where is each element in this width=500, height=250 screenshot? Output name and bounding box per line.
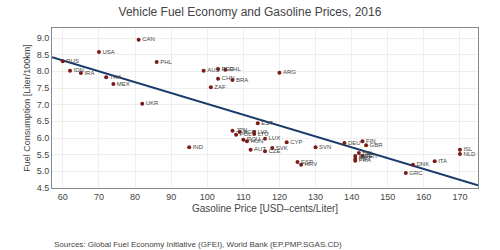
svg-text:POL: POL bbox=[240, 131, 253, 137]
svg-text:IDN: IDN bbox=[74, 67, 84, 73]
svg-text:ROU: ROU bbox=[247, 136, 260, 142]
svg-text:THA: THA bbox=[110, 74, 122, 80]
svg-text:Fuel Consumption [Liter/100km]: Fuel Consumption [Liter/100km] bbox=[22, 44, 32, 172]
svg-text:IRA: IRA bbox=[84, 70, 94, 76]
svg-text:160: 160 bbox=[416, 192, 431, 202]
svg-text:100: 100 bbox=[200, 192, 215, 202]
svg-text:CAN: CAN bbox=[142, 36, 155, 42]
svg-text:AUS: AUS bbox=[207, 67, 219, 73]
svg-text:ZAF: ZAF bbox=[214, 84, 226, 90]
svg-text:7.0: 7.0 bbox=[37, 100, 50, 110]
svg-text:4.5: 4.5 bbox=[37, 183, 50, 193]
svg-text:MEX: MEX bbox=[117, 81, 130, 87]
svg-text:JPN: JPN bbox=[236, 127, 247, 133]
svg-text:SVK: SVK bbox=[276, 145, 288, 151]
svg-text:LTU: LTU bbox=[258, 131, 269, 137]
svg-text:8.5: 8.5 bbox=[37, 50, 50, 60]
svg-text:60: 60 bbox=[58, 192, 68, 202]
svg-text:6.0: 6.0 bbox=[37, 133, 50, 143]
svg-text:7.5: 7.5 bbox=[37, 83, 50, 93]
svg-text:FIN: FIN bbox=[366, 138, 376, 144]
svg-text:IND: IND bbox=[193, 144, 204, 150]
svg-text:PER: PER bbox=[222, 66, 235, 72]
svg-text:UKR: UKR bbox=[146, 100, 159, 106]
svg-text:PHL: PHL bbox=[160, 59, 172, 65]
svg-text:SVN: SVN bbox=[319, 144, 331, 150]
svg-text:170: 170 bbox=[452, 192, 467, 202]
svg-text:6.5: 6.5 bbox=[37, 116, 50, 126]
svg-text:ARG: ARG bbox=[283, 69, 296, 75]
svg-text:8.0: 8.0 bbox=[37, 66, 50, 76]
svg-text:ISL: ISL bbox=[463, 146, 473, 152]
svg-text:120: 120 bbox=[272, 192, 287, 202]
svg-text:5.5: 5.5 bbox=[37, 150, 50, 160]
svg-text:BGR: BGR bbox=[243, 129, 257, 135]
svg-text:70: 70 bbox=[94, 192, 104, 202]
svg-text:RUS: RUS bbox=[66, 58, 79, 64]
svg-text:140: 140 bbox=[344, 192, 359, 202]
svg-text:USA: USA bbox=[102, 49, 114, 55]
svg-text:GBR: GBR bbox=[370, 142, 384, 148]
svg-text:LUX: LUX bbox=[269, 135, 281, 141]
svg-text:Vehicle Fuel Economy and Gasol: Vehicle Fuel Economy and Gasoline Prices… bbox=[119, 5, 382, 19]
svg-text:SWE: SWE bbox=[359, 153, 373, 159]
svg-text:NLD: NLD bbox=[463, 151, 476, 157]
svg-text:CYP: CYP bbox=[290, 139, 302, 145]
svg-text:150: 150 bbox=[380, 192, 395, 202]
svg-text:HUN: HUN bbox=[250, 138, 263, 144]
svg-text:BEL: BEL bbox=[362, 150, 374, 156]
svg-text:AUT: AUT bbox=[254, 146, 266, 152]
svg-text:ITA: ITA bbox=[438, 158, 447, 164]
svg-text:PRT: PRT bbox=[366, 153, 378, 159]
svg-text:BRA: BRA bbox=[236, 77, 248, 83]
svg-text:DEU: DEU bbox=[348, 140, 361, 146]
svg-text:CHN: CHN bbox=[222, 75, 235, 81]
svg-text:DNK: DNK bbox=[417, 161, 430, 167]
svg-text:LVA: LVA bbox=[258, 129, 268, 135]
svg-text:CHL: CHL bbox=[229, 66, 242, 72]
svg-text:130: 130 bbox=[308, 192, 323, 202]
svg-text:Gasoline Price [USD–cents/Lite: Gasoline Price [USD–cents/Liter] bbox=[192, 203, 338, 214]
svg-text:HRV: HRV bbox=[305, 161, 318, 167]
svg-text:ESP: ESP bbox=[301, 159, 313, 165]
svg-text:5.0: 5.0 bbox=[37, 166, 50, 176]
svg-text:FRA: FRA bbox=[359, 157, 371, 163]
svg-text:EST: EST bbox=[261, 120, 273, 126]
svg-text:9.0: 9.0 bbox=[37, 33, 50, 43]
svg-text:110: 110 bbox=[236, 192, 250, 202]
svg-text:CZE: CZE bbox=[269, 148, 281, 154]
svg-text:Sources: Global Fuel Economy I: Sources: Global Fuel Economy Initiative … bbox=[54, 240, 342, 249]
svg-text:GRC: GRC bbox=[409, 170, 423, 176]
svg-text:80: 80 bbox=[130, 192, 140, 202]
svg-text:MBT: MBT bbox=[359, 155, 372, 161]
svg-text:90: 90 bbox=[166, 192, 176, 202]
